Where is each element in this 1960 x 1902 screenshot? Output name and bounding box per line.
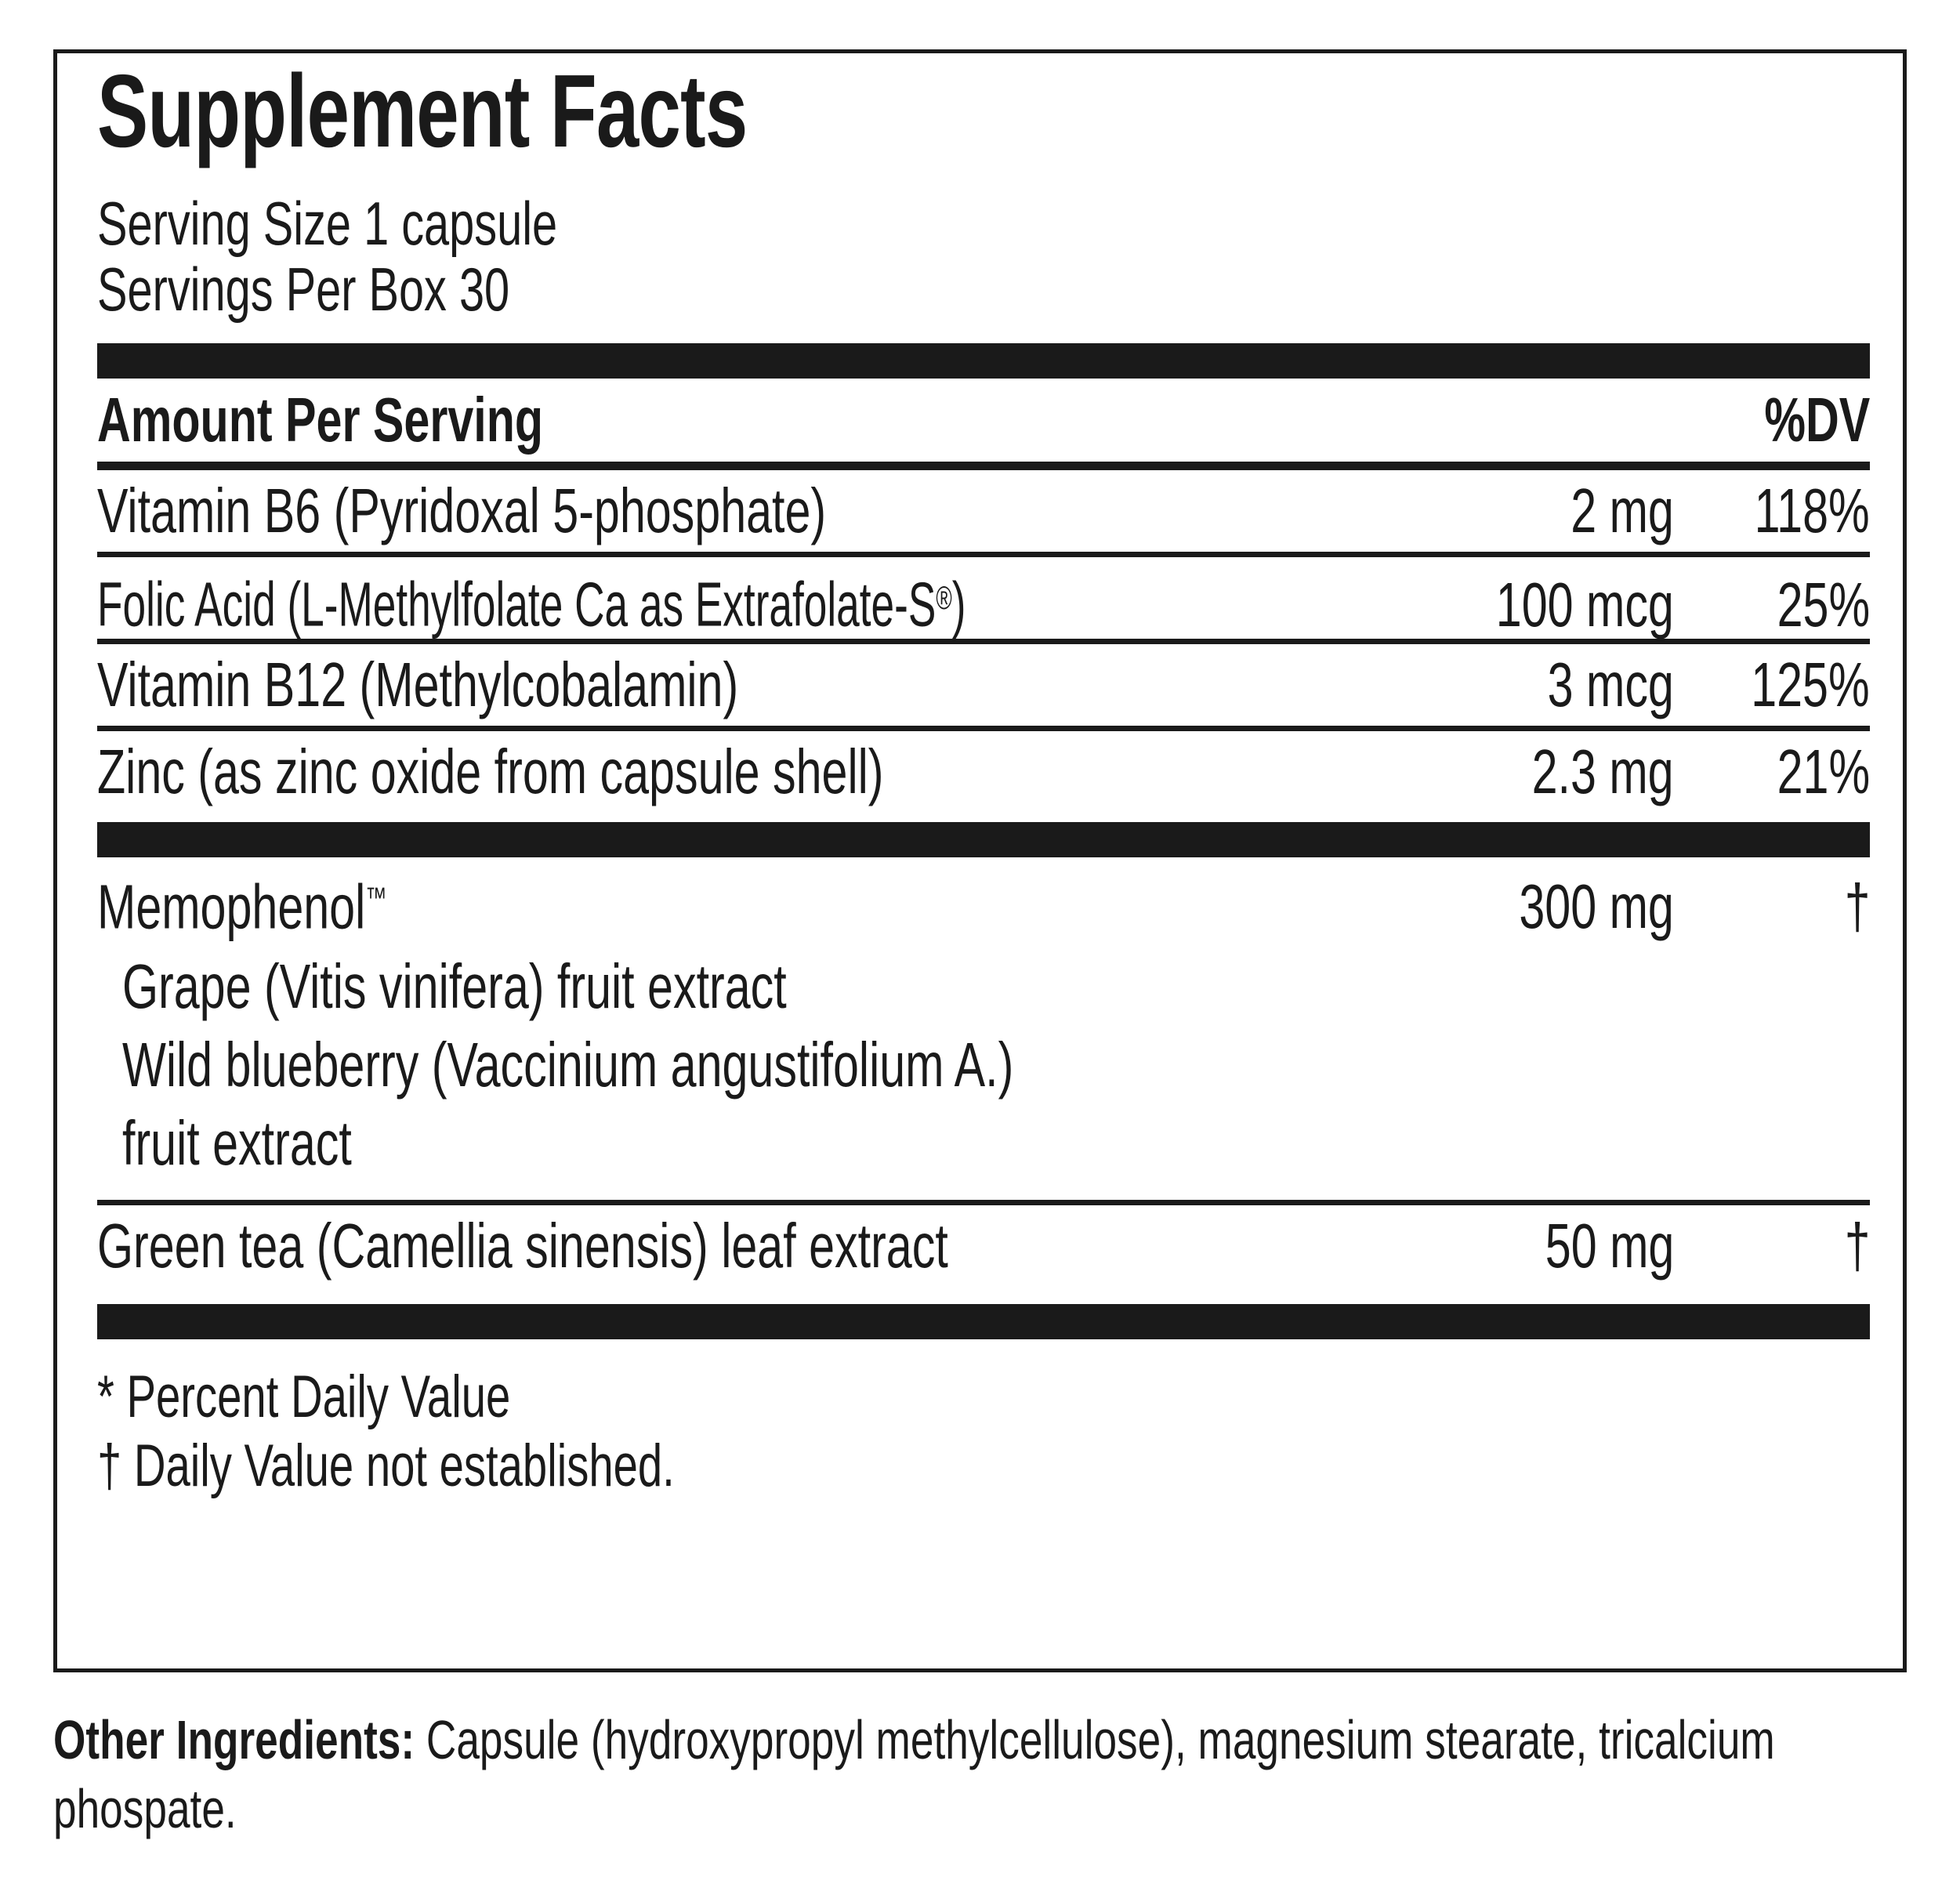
table-row: Folic Acid (L-Methylfolate Ca as Extrafo… <box>97 557 1870 639</box>
table-row: Vitamin B6 (Pyridoxal 5-phosphate) 2 mg … <box>97 470 1870 552</box>
extra-ingredient-name: Green tea (Camellia sinensis) leaf extra… <box>97 1211 948 1281</box>
table-row: Memophenol™ 300 mg † <box>97 857 1870 947</box>
rule-thick-top <box>97 343 1870 379</box>
footnote-percent-daily-value: * Percent Daily Value <box>97 1364 511 1431</box>
nutrient-name: Zinc (as zinc oxide from capsule shell) <box>97 737 884 806</box>
panel-content: Supplement Facts Serving Size 1 capsule … <box>97 53 1870 1668</box>
extra-ingredient-dv: † <box>1844 1211 1870 1281</box>
serving-size-line: Serving Size 1 capsule <box>97 189 558 258</box>
table-header-row: Amount Per Serving %DV <box>97 379 1870 462</box>
row-divider <box>97 639 1870 644</box>
nutrient-amount: 3 mcg <box>1547 650 1674 719</box>
blend-dv: † <box>1844 871 1870 942</box>
blend-name: Memophenol™ <box>97 871 387 942</box>
nutrient-amount: 2.3 mg <box>1532 737 1674 806</box>
nutrient-dv: 21% <box>1777 737 1870 806</box>
row-divider <box>97 552 1870 557</box>
row-divider <box>97 726 1870 731</box>
other-ingredients-label: Other Ingredients: <box>53 1709 415 1770</box>
amount-per-serving-header: Amount Per Serving <box>97 385 544 455</box>
footnote-daily-value-not-established: † Daily Value not established. <box>97 1433 675 1500</box>
nutrient-dv: 25% <box>1777 569 1870 639</box>
trademark-icon: ™ <box>365 882 387 914</box>
extra-ingredient-amount: 50 mg <box>1545 1211 1674 1281</box>
nutrient-dv: 118% <box>1754 476 1870 545</box>
nutrient-amount: 100 mcg <box>1495 569 1674 639</box>
footnotes: * Percent Daily Value † Daily Value not … <box>97 1363 1870 1501</box>
registered-icon: ® <box>936 579 952 616</box>
blend-amount: 300 mg <box>1519 871 1674 942</box>
nutrient-dv: 125% <box>1751 650 1870 719</box>
blend-subline: fruit extract <box>122 1108 352 1179</box>
blend-subline: Wild blueberry (Vaccinium angustifolium … <box>122 1030 1014 1100</box>
rule-thick-bottom <box>97 1304 1870 1340</box>
table-row: Green tea (Camellia sinensis) leaf extra… <box>97 1205 1870 1287</box>
table-row: Vitamin B12 (Methylcobalamin) 3 mcg 125% <box>97 644 1870 726</box>
rule-under-header <box>97 462 1870 470</box>
nutrient-name: Vitamin B6 (Pyridoxal 5-phosphate) <box>97 476 827 545</box>
page-title: Supplement Facts <box>97 53 748 168</box>
percent-dv-header: %DV <box>1764 385 1870 455</box>
supplement-facts-panel: Supplement Facts Serving Size 1 capsule … <box>53 49 1907 1672</box>
servings-per-container-line: Servings Per Box 30 <box>97 255 510 324</box>
rule-thick-middle <box>97 822 1870 857</box>
row-divider <box>97 1200 1870 1206</box>
nutrient-amount: 2 mg <box>1571 476 1674 545</box>
other-ingredients-block: Other Ingredients: Capsule (hydroxypropy… <box>53 1705 1934 1843</box>
nutrient-name: Vitamin B12 (Methylcobalamin) <box>97 650 739 719</box>
nutrient-name: Folic Acid (L-Methylfolate Ca as Extrafo… <box>97 569 966 639</box>
blend-subline: Grape (Vitis vinifera) fruit extract <box>122 951 787 1022</box>
table-row: Zinc (as zinc oxide from capsule shell) … <box>97 731 1870 813</box>
other-ingredients-text: Capsule (hydroxypropyl methylcellulose),… <box>53 1709 1775 1839</box>
